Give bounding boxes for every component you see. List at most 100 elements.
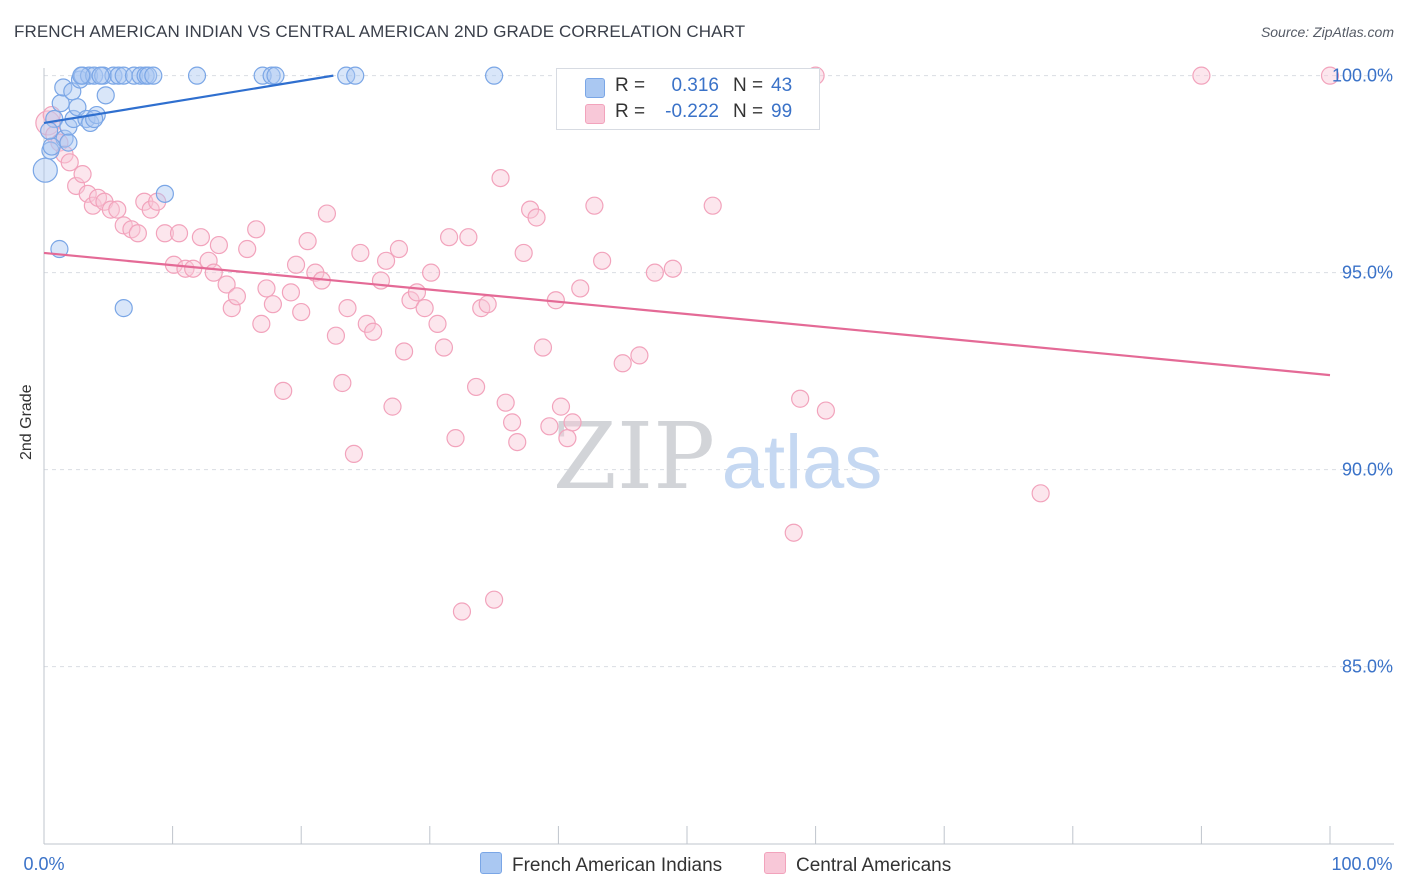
point-central-american: [286, 255, 306, 274]
point-central-american: [478, 295, 497, 314]
bottom-legend-swatch-blue: [480, 852, 502, 874]
axes: [43, 68, 1394, 845]
point-central-american: [317, 204, 337, 223]
legend-row-pink: R = -0.222 N = 99: [557, 101, 819, 127]
point-central-american: [663, 259, 682, 278]
point-central-american: [298, 232, 317, 251]
point-central-american: [421, 263, 441, 282]
point-central-american: [364, 322, 383, 341]
point-french-american-indian: [485, 66, 504, 85]
point-central-american: [613, 354, 632, 373]
point-french-american-indian: [40, 121, 59, 140]
legend-n-value: 99: [771, 101, 793, 122]
point-central-american: [593, 251, 612, 270]
point-central-american: [101, 200, 120, 219]
bottom-legend-swatch-pink: [764, 852, 786, 874]
point-french-american-indian: [109, 66, 128, 85]
point-central-american: [128, 224, 147, 243]
point-central-american: [217, 275, 236, 294]
point-central-american: [338, 299, 357, 318]
point-central-american: [585, 196, 604, 215]
point-central-american: [415, 299, 434, 318]
point-french-american-indian: [144, 66, 163, 85]
point-central-american: [326, 326, 346, 345]
legend-n-value: 43: [771, 75, 793, 96]
legend-box: R = 0.316 N = 43 R = -0.222 N = 99: [556, 68, 820, 130]
trend-line-blue: [43, 74, 334, 125]
legend-swatch-blue: [585, 78, 605, 98]
series-central-americans: [35, 66, 1340, 621]
y-tick-label: 100.0%: [1332, 66, 1393, 86]
point-french-american-indian: [72, 66, 91, 85]
point-central-american: [551, 397, 571, 416]
point-central-american: [108, 200, 127, 219]
point-central-american: [292, 302, 311, 322]
point-central-american: [169, 224, 189, 243]
point-french-american-indian: [187, 66, 207, 85]
point-central-american: [571, 279, 590, 298]
point-central-american: [78, 184, 97, 203]
point-french-american-indian: [139, 66, 158, 85]
y-axis-label: 2nd Grade: [18, 384, 35, 460]
point-central-american: [491, 168, 510, 188]
point-central-american: [1192, 66, 1211, 85]
legend-row-blue: R = 0.316 N = 43: [557, 75, 819, 101]
point-central-american: [383, 397, 402, 416]
watermark-atlas: atlas: [722, 420, 883, 505]
legend-swatch-pink: [585, 104, 605, 124]
point-central-american: [238, 239, 257, 259]
point-central-american: [527, 208, 546, 227]
point-central-american: [281, 283, 301, 302]
point-central-american: [816, 401, 835, 420]
point-central-american: [155, 224, 174, 243]
point-central-american: [394, 342, 414, 361]
legend-n-label: N =: [733, 75, 764, 96]
point-central-american: [434, 338, 454, 357]
legend-r-label: R =: [615, 101, 646, 122]
point-french-american-indian: [346, 66, 365, 85]
point-french-american-indian: [51, 94, 70, 113]
y-tick-label: 90.0%: [1342, 460, 1393, 480]
point-central-american: [703, 196, 722, 215]
point-central-american: [428, 314, 447, 333]
x-tick-label: 100.0%: [1331, 854, 1392, 874]
legend-r-value: 0.316: [671, 75, 719, 96]
point-french-american-indian: [104, 66, 123, 85]
point-central-american: [351, 243, 370, 263]
point-central-american: [1320, 66, 1340, 85]
bottom-legend-item-blue: French American Indians: [480, 852, 722, 877]
point-central-american: [645, 263, 664, 282]
point-central-american: [563, 413, 582, 432]
point-central-american: [222, 299, 241, 318]
point-central-american: [540, 417, 559, 436]
point-central-american: [439, 228, 459, 247]
point-central-american: [389, 239, 409, 259]
point-central-american: [376, 251, 396, 270]
bottom-legend-label-pink: Central Americans: [796, 855, 952, 876]
chart-title: FRENCH AMERICAN INDIAN VS CENTRAL AMERIC…: [14, 22, 746, 41]
trend-line-pink: [43, 251, 1331, 377]
point-central-american: [257, 279, 276, 298]
point-central-american: [209, 235, 228, 255]
point-central-american: [333, 373, 352, 393]
point-central-american: [274, 381, 293, 400]
point-central-american: [791, 389, 810, 408]
point-central-american: [407, 283, 427, 302]
point-central-american: [263, 295, 283, 314]
y-tick-label: 95.0%: [1342, 263, 1393, 283]
point-central-american: [459, 228, 478, 247]
point-central-american: [252, 314, 271, 333]
point-central-american: [452, 602, 472, 621]
point-central-american: [247, 220, 266, 239]
legend-r-label: R =: [615, 75, 646, 96]
grid-lines: [44, 75, 1390, 668]
point-french-american-indian: [32, 157, 58, 183]
point-french-american-indian: [114, 299, 133, 318]
y-tick-label: 85.0%: [1342, 657, 1393, 677]
point-central-american: [60, 153, 79, 172]
source-label: Source: ZipAtlas.com: [1260, 24, 1394, 40]
bottom-legend-item-pink: Central Americans: [764, 852, 951, 877]
point-central-american: [630, 346, 649, 365]
point-central-american: [485, 590, 504, 609]
